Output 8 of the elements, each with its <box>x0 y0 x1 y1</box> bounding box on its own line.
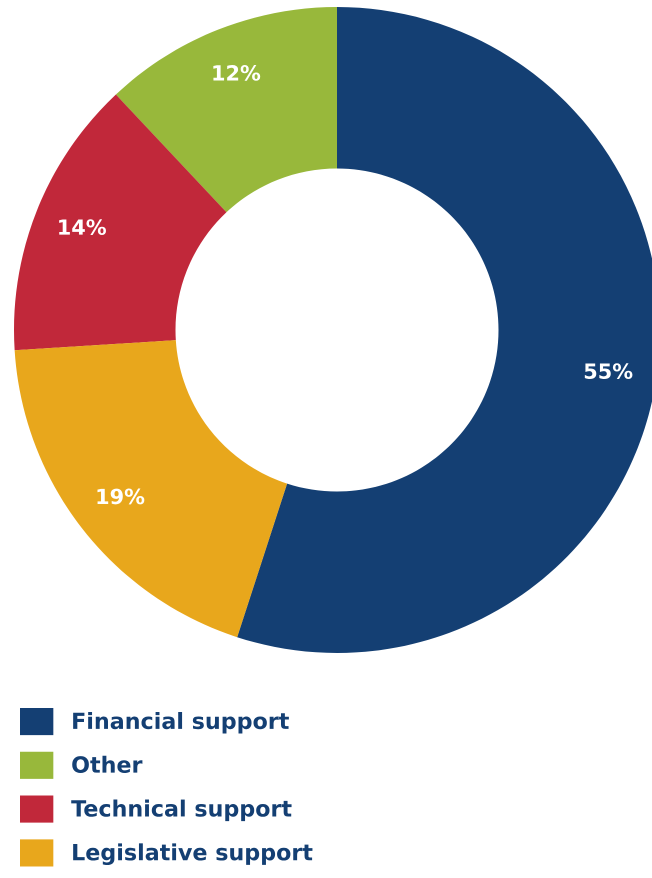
legend-label: Legislative support <box>73 843 312 866</box>
legend-label: Other <box>72 756 142 773</box>
data-label: 19% <box>97 488 144 504</box>
legend-label: Financial support <box>73 712 289 734</box>
data-label: 12% <box>213 65 260 81</box>
data-label: 14% <box>59 219 106 235</box>
legend-label: Technical support <box>71 800 292 822</box>
data-label: 55% <box>584 363 632 379</box>
